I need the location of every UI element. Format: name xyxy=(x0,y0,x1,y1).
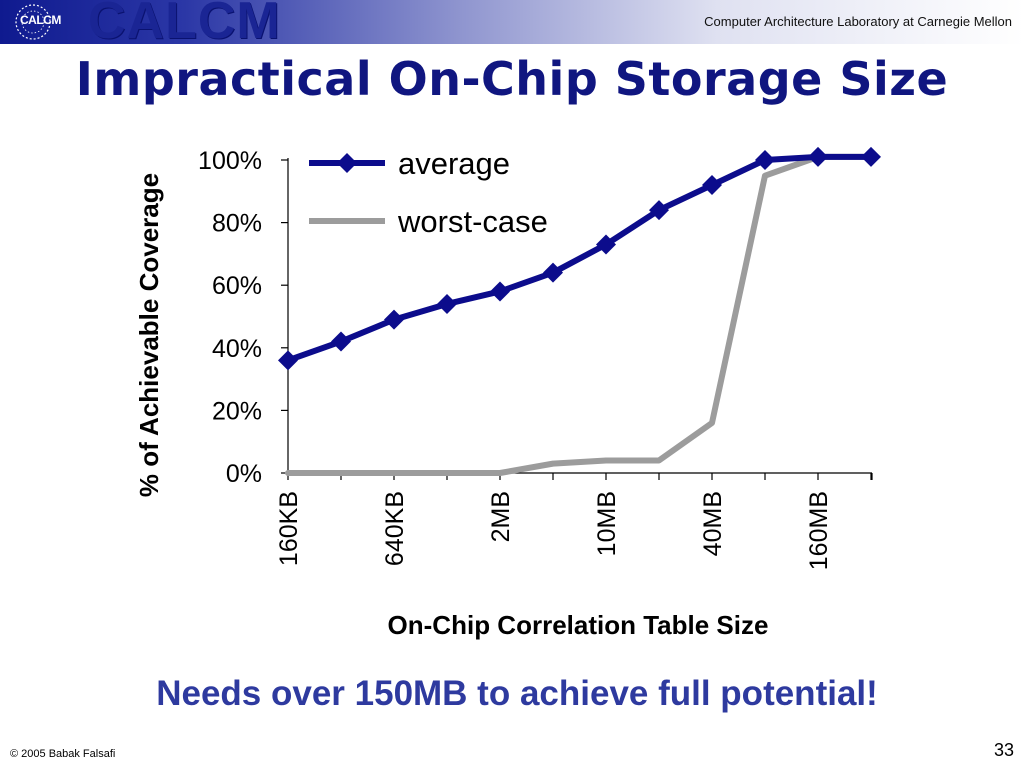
coverage-line-chart: 0% 20% 40% 60% 80% 100% 160KB 640KB 2MB 10MB 40MB 1… xyxy=(134,146,881,640)
x-tick-label: 160KB xyxy=(275,491,303,566)
slide-tagline: Needs over 150MB to achieve full potenti… xyxy=(156,674,878,713)
legend-marker xyxy=(337,153,357,173)
logo-small-text: CALCM xyxy=(20,13,61,27)
y-axis-title: % of Achievable Coverage xyxy=(134,173,164,497)
legend-label: worst-case xyxy=(397,204,548,239)
x-tick-label: 2MB xyxy=(487,491,515,542)
y-tick-label: 0% xyxy=(226,460,262,488)
x-tick-label: 160MB xyxy=(805,491,833,570)
series-line-worstcase xyxy=(285,153,874,476)
calcm-logo-icon xyxy=(15,4,51,40)
data-point-marker xyxy=(331,331,351,352)
x-axis-title: On-Chip Correlation Table Size xyxy=(388,610,769,640)
data-point-marker xyxy=(278,350,298,371)
copyright-note: © 2005 Babak Falsafi xyxy=(10,748,116,760)
data-point-marker xyxy=(861,146,881,167)
x-tick-label: 10MB xyxy=(593,491,621,556)
y-tick-label: 20% xyxy=(212,397,262,425)
x-tick-label: 640KB xyxy=(381,491,409,566)
slide-title: Impractical On-Chip Storage Size xyxy=(75,52,949,106)
data-point-marker xyxy=(808,146,828,167)
legend-label: average xyxy=(398,146,510,181)
data-point-marker xyxy=(755,150,775,170)
x-tick-label: 40MB xyxy=(699,491,727,556)
data-point-marker xyxy=(596,234,616,255)
logo-big-text: CALCM xyxy=(88,0,281,50)
y-tick-label: 100% xyxy=(198,147,262,175)
data-point-marker xyxy=(543,262,563,283)
data-point-marker xyxy=(384,309,404,330)
y-tick-label: 60% xyxy=(212,272,262,300)
page-number: 33 xyxy=(993,740,1014,760)
data-point-marker xyxy=(490,281,510,302)
header-band: CALCM CALCM Computer Architecture Labora… xyxy=(0,0,1024,50)
data-point-marker xyxy=(437,293,457,314)
data-point-marker xyxy=(649,200,669,221)
y-tick-label: 80% xyxy=(212,210,262,238)
data-point-marker xyxy=(702,175,722,196)
series-line-average xyxy=(285,153,874,364)
y-tick-label: 40% xyxy=(212,335,262,363)
lab-name: Computer Architecture Laboratory at Carn… xyxy=(704,14,1012,29)
